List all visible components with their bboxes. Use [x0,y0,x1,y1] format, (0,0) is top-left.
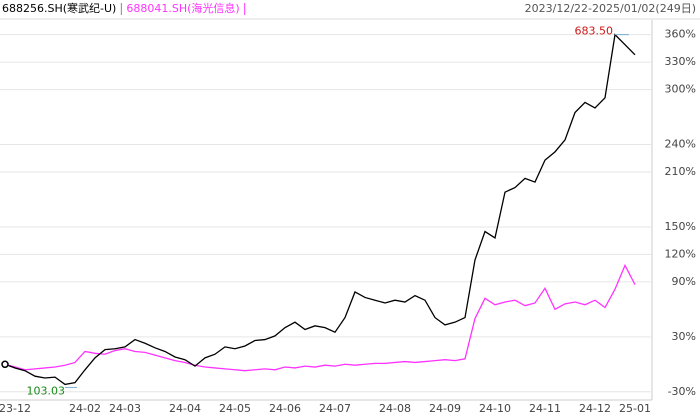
date-range: 2023/12/22-2025/01/02(249日) [525,2,696,15]
x-tick-label: 24-12 [579,402,611,415]
legend-entry: 688256.SH(寒武纪-U) [2,1,116,15]
y-tick-label: 330% [665,55,696,68]
x-tick-label: 24-08 [379,402,411,415]
y-tick-label: 30% [672,330,696,343]
x-tick-label: 24-04 [169,402,201,415]
start-marker [1,360,9,369]
x-tick-label: 24-09 [429,402,461,415]
legend-entry: 688041.SH(海光信息) [126,1,239,15]
y-tick-label: -30% [668,385,696,398]
series-line [4,263,636,372]
y-tick-label: 210% [665,165,696,178]
x-tick-label: 24-07 [319,402,351,415]
x-tick-label: 24-05 [219,402,251,415]
y-tick-label: 90% [672,275,696,288]
x-tick-label: 23-12 [0,402,31,415]
min-label: 103.03 [27,384,66,397]
series-line [4,33,636,386]
y-tick-label: 360% [665,28,696,41]
y-tick-label: 120% [665,247,696,260]
x-tick-label: 24-10 [479,402,511,415]
max-label: 683.50 [575,25,614,38]
x-tick-label: 24-11 [529,402,561,415]
x-tick-label: 25-01 [619,402,651,415]
x-tick-label: 24-02 [69,402,101,415]
y-tick-label: 300% [665,83,696,96]
x-tick-label: 24-03 [109,402,141,415]
y-tick-label: 150% [665,220,696,233]
x-tick-label: 24-06 [269,402,301,415]
y-tick-label: 240% [665,138,696,151]
